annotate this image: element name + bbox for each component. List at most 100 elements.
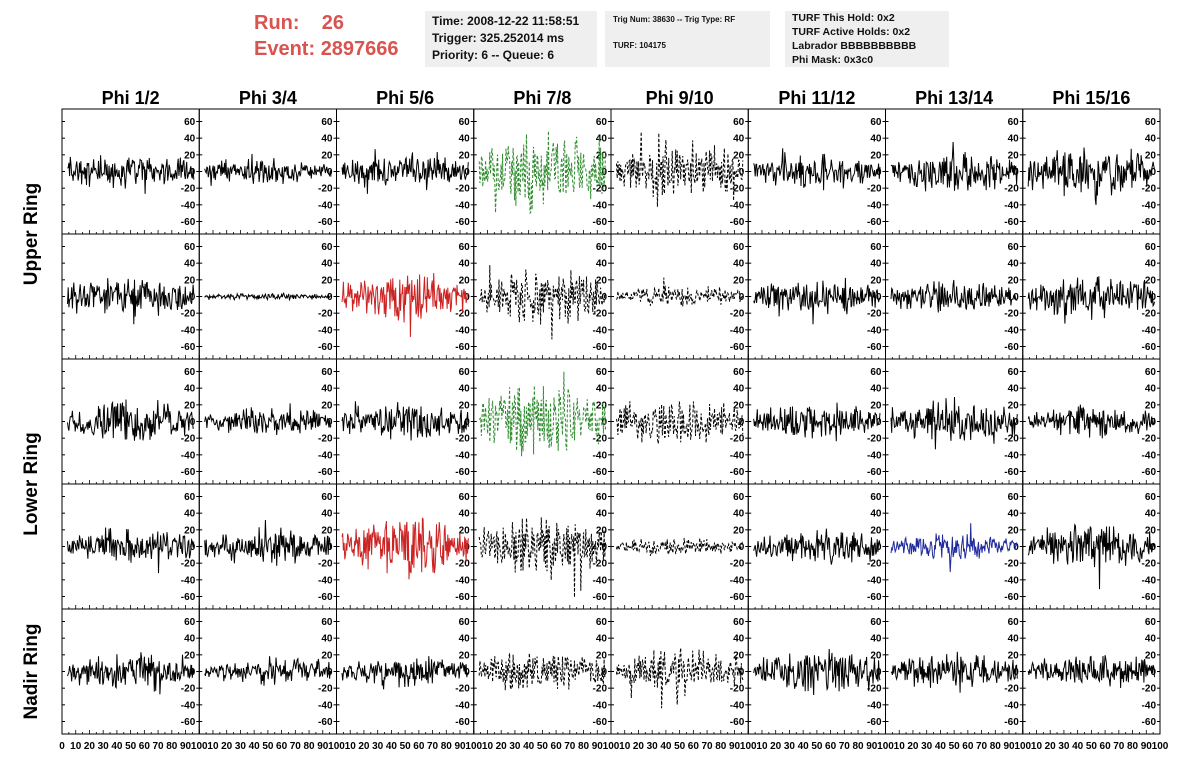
x-tick-label: 70 — [290, 741, 302, 752]
y-tick-label: 20 — [321, 150, 333, 161]
y-tick-label: -20 — [181, 434, 196, 445]
x-tick-label: 60 — [962, 741, 974, 752]
y-tick-label: -40 — [730, 325, 745, 336]
y-tick-label: 20 — [733, 275, 745, 286]
y-tick-label: 60 — [596, 242, 608, 253]
y-tick-label: 40 — [733, 384, 745, 395]
y-tick-label: 40 — [733, 134, 745, 145]
waveform-trace — [67, 399, 194, 441]
waveform-trace — [341, 401, 469, 441]
y-tick-label: 20 — [184, 150, 196, 161]
y-tick-label: 20 — [184, 525, 196, 536]
y-tick-label: 20 — [1008, 525, 1020, 536]
waveform-trace — [616, 401, 744, 444]
y-tick-label: 60 — [870, 117, 882, 128]
y-tick-label: 20 — [459, 275, 471, 286]
waveform-trace — [753, 402, 881, 442]
y-tick-label: -20 — [1004, 559, 1019, 570]
y-tick-label: -60 — [593, 342, 608, 353]
y-tick-label: -40 — [181, 325, 196, 336]
y-tick-label: -40 — [867, 325, 882, 336]
y-tick-label: 20 — [321, 525, 333, 536]
turf-this-hold-text: TURF This Hold: 0x2 — [792, 12, 895, 24]
y-tick-label: 20 — [321, 275, 333, 286]
turf-info-panel: TURF This Hold: 0x2 TURF Active Holds: 0… — [785, 11, 949, 67]
y-tick-label: -40 — [593, 325, 608, 336]
time-text: Time: 2008-12-22 11:58:51 — [432, 14, 580, 28]
phi-mask-text: Phi Mask: 0x3c0 — [792, 54, 874, 66]
x-tick-label: 90 — [592, 741, 604, 752]
y-tick-label: 60 — [733, 367, 745, 378]
y-tick-label: -40 — [181, 700, 196, 711]
x-tick-label: 70 — [564, 741, 576, 752]
run-label: Run: — [254, 12, 300, 34]
y-tick-label: -60 — [1004, 342, 1019, 353]
y-tick-label: -20 — [867, 434, 882, 445]
y-tick-label: -60 — [455, 717, 470, 728]
y-tick-label: -60 — [730, 217, 745, 228]
x-tick-label: 90 — [866, 741, 878, 752]
y-tick-label: -40 — [181, 200, 196, 211]
y-tick-label: 20 — [596, 275, 608, 286]
y-tick-label: 20 — [321, 400, 333, 411]
y-tick-label: 60 — [596, 617, 608, 628]
waveform-trace — [616, 647, 744, 709]
y-tick-label: 60 — [1008, 492, 1020, 503]
y-tick-label: -20 — [867, 559, 882, 570]
x-tick-label: 50 — [1086, 741, 1098, 752]
y-tick-label: 40 — [870, 384, 882, 395]
x-tick-label: 20 — [496, 741, 508, 752]
y-tick-label: 0 — [601, 417, 607, 428]
x-tick-label: 40 — [111, 741, 123, 752]
x-tick-label: 70 — [976, 741, 988, 752]
y-tick-label: -60 — [318, 717, 333, 728]
y-tick-label: 0 — [1150, 667, 1156, 678]
y-tick-label: 60 — [1008, 117, 1020, 128]
y-tick-label: -60 — [181, 717, 196, 728]
x-tick-label: 100 — [465, 741, 482, 752]
waveform-trace — [341, 272, 469, 338]
waveform-trace — [204, 656, 332, 686]
y-tick-label: 40 — [596, 259, 608, 270]
y-tick-label: 40 — [459, 259, 471, 270]
panel-frame — [61, 358, 200, 485]
y-tick-label: -20 — [1004, 309, 1019, 320]
time-info-panel: Time: 2008-12-22 11:58:51 Trigger: 325.2… — [425, 11, 597, 67]
y-tick-label: -60 — [593, 592, 608, 603]
event-label: Event: — [254, 38, 316, 60]
y-tick-label: 40 — [184, 259, 196, 270]
column-header: Phi 13/14 — [915, 88, 993, 108]
x-tick-label: 50 — [400, 741, 412, 752]
waveform-trace — [890, 651, 1018, 693]
y-tick-label: 60 — [184, 367, 196, 378]
y-tick-label: -40 — [181, 450, 196, 461]
x-tick-label: 70 — [839, 741, 851, 752]
waveform-trace — [890, 279, 1018, 313]
y-tick-label: 40 — [459, 509, 471, 520]
waveform-trace — [67, 652, 195, 695]
x-tick-label: 90 — [729, 741, 741, 752]
y-tick-label: 20 — [870, 650, 882, 661]
y-tick-label: -60 — [867, 592, 882, 603]
waveform-trace — [616, 131, 744, 207]
y-tick-label: 60 — [1008, 242, 1020, 253]
y-tick-label: 60 — [733, 242, 745, 253]
y-tick-label: 60 — [459, 367, 471, 378]
y-tick-label: 40 — [1008, 134, 1020, 145]
waveform-trace — [753, 277, 881, 325]
run-row: Run: 26 — [254, 10, 399, 36]
y-tick-label: -20 — [593, 184, 608, 195]
y-tick-label: 60 — [184, 492, 196, 503]
x-tick-label: 80 — [166, 741, 178, 752]
y-tick-label: 20 — [1145, 400, 1157, 411]
y-tick-label: -20 — [593, 309, 608, 320]
